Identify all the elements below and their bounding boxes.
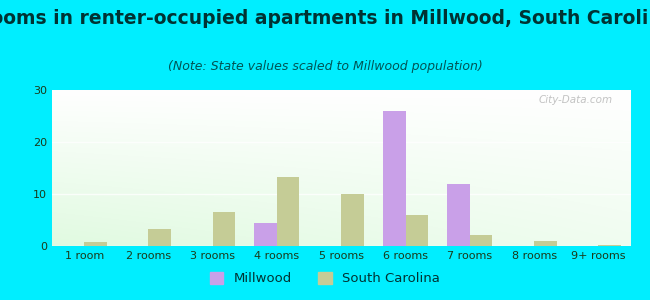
Bar (383, 111, 406, 246)
Bar (213, 212, 235, 246)
Bar (534, 241, 556, 246)
Bar (406, 215, 428, 246)
Legend: Millwood, South Carolina: Millwood, South Carolina (205, 266, 445, 290)
Bar (148, 230, 171, 246)
Text: (Note: State values scaled to Millwood population): (Note: State values scaled to Millwood p… (168, 60, 482, 73)
Bar (277, 177, 300, 246)
Bar (255, 223, 277, 246)
Bar (84, 242, 107, 246)
Bar (341, 194, 364, 246)
Text: City-Data.com: City-Data.com (539, 95, 613, 105)
Text: Rooms in renter-occupied apartments in Millwood, South Carolina: Rooms in renter-occupied apartments in M… (0, 9, 650, 28)
Bar (470, 235, 492, 246)
Bar (599, 245, 621, 246)
Bar (447, 184, 470, 246)
